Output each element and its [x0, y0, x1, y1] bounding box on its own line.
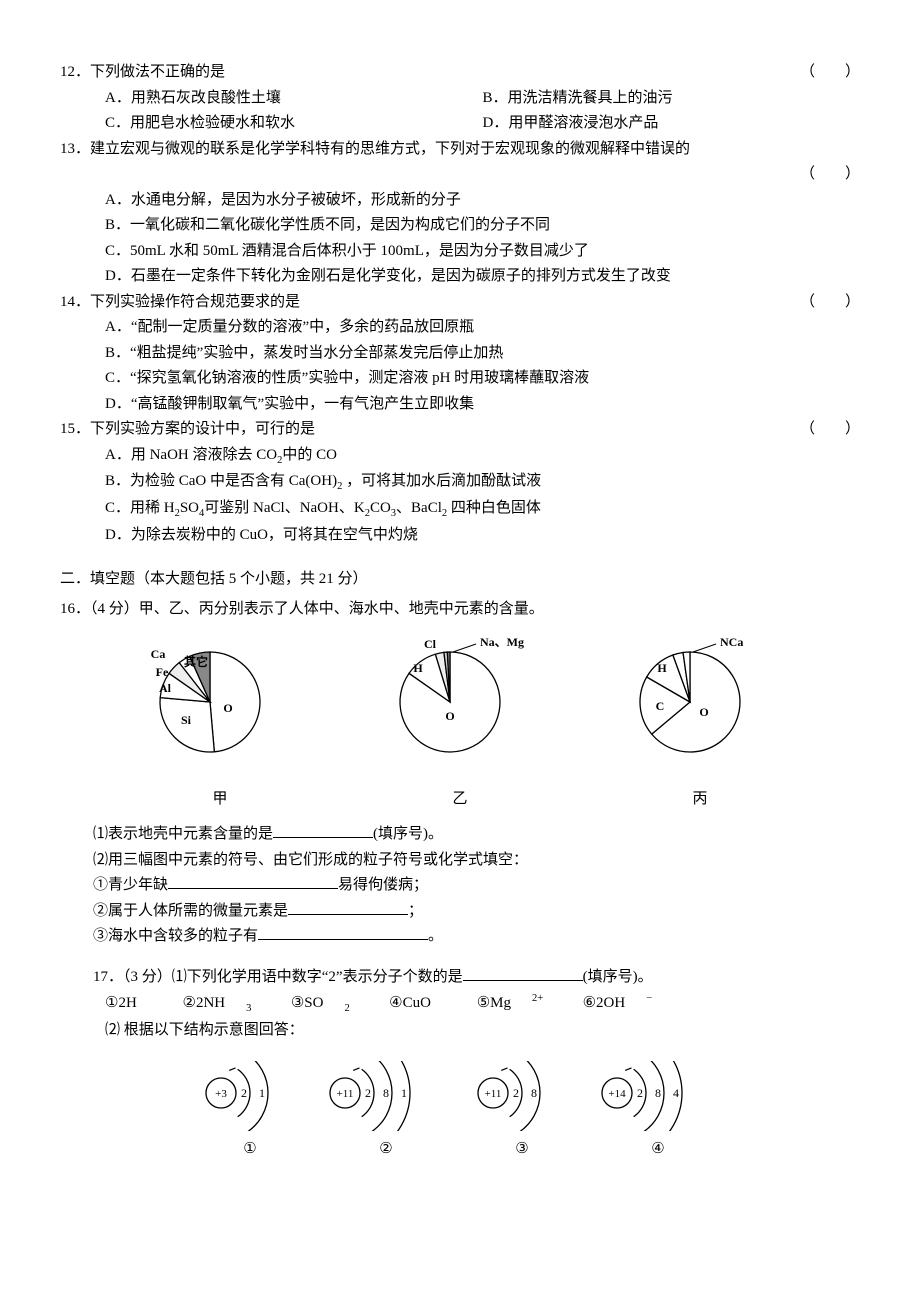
svg-text:+14: +14: [608, 1088, 626, 1100]
q12-optA: A．用熟石灰改良酸性土壤: [105, 86, 483, 112]
svg-text:2: 2: [241, 1086, 247, 1100]
q12-stem: 下列做法不正确的是: [90, 64, 225, 80]
svg-text:+11: +11: [337, 1088, 354, 1100]
svg-text:+11: +11: [485, 1088, 502, 1100]
q16-sub2b: ②属于人体所需的微量元素是；: [60, 899, 860, 925]
q14-paren: （ ）: [800, 290, 860, 316]
atom-number: ③: [473, 1137, 571, 1163]
q14-num: 14．: [60, 294, 90, 310]
svg-text:8: 8: [655, 1086, 661, 1100]
atom-diagram: +11 281 ②: [325, 1061, 447, 1163]
q13-paren: （ ）: [800, 162, 860, 188]
svg-text:1: 1: [401, 1086, 407, 1100]
q15-optA: A．用 NaOH 溶液除去 CO2中的 CO: [60, 443, 860, 470]
svg-text:2: 2: [365, 1086, 371, 1100]
q17-atom-diagrams: +321①+11281②+1128③+14284④: [60, 1061, 860, 1163]
svg-text:Si: Si: [181, 713, 192, 727]
q15-optC: C．用稀 H2SO4可鉴别 NaCl、NaOH、K2CO3、BaCl2 四种白色…: [60, 496, 860, 523]
svg-text:8: 8: [531, 1086, 537, 1100]
q13-stem: 建立宏观与微观的联系是化学学科特有的思维方式，下列对于宏观现象的微观解释中错误的: [90, 141, 690, 157]
pie-chart-yi: Na、Mg O HCl: [380, 636, 540, 781]
q13-optC: C．50mL 水和 50mL 酒精混合后体积小于 100mL，是因为分子数目减少…: [60, 239, 860, 265]
svg-text:H: H: [657, 661, 667, 675]
q12-num: 12．: [60, 64, 90, 80]
q16-sub2: ⑵用三幅图中元素的符号、由它们形成的粒子符号或化学式填空：: [60, 848, 860, 874]
q14-optD: D．“高锰酸钾制取氧气”实验中，一有气泡产生立即收集: [60, 392, 860, 418]
svg-text:O: O: [445, 709, 454, 723]
q13-optA: A．水通电分解，是因为水分子被破坏，形成新的分子: [60, 188, 860, 214]
svg-text:H: H: [413, 661, 423, 675]
atom-number: ①: [201, 1137, 299, 1163]
q15-paren: （ ）: [800, 417, 860, 443]
atom-diagram: +11 28 ③: [473, 1061, 571, 1163]
q16-pies: OSiAlFeCa其它甲 Na、MgOHCl乙 NCaOCH丙: [100, 636, 820, 812]
svg-text:2: 2: [637, 1086, 643, 1100]
q13-optD: D．石墨在一定条件下转化为金刚石是化学变化，是因为碳原子的排列方式发生了改变: [60, 264, 860, 290]
q17-stem: 17．（3 分）⑴下列化学用语中数字“2”表示分子个数的是(填序号)。: [60, 965, 860, 991]
svg-text:Cl: Cl: [424, 637, 437, 651]
svg-text:Al: Al: [159, 681, 172, 695]
q14-optA: A．“配制一定质量分数的溶液”中，多余的药品放回原瓶: [60, 315, 860, 341]
q16-stem: 16．（4 分）甲、乙、丙分别表示了人体中、海水中、地壳中元素的含量。: [60, 597, 860, 623]
svg-text:1: 1: [259, 1086, 265, 1100]
svg-text:Ca: Ca: [151, 647, 166, 661]
svg-text:Na、Mg: Na、Mg: [480, 636, 524, 649]
pie-chart-bing: NCa O C H: [620, 636, 780, 781]
q16-sub1: ⑴表示地壳中元素含量的是(填序号)。: [60, 822, 860, 848]
q17-sub2: ⑵ 根据以下结构示意图回答：: [60, 1018, 860, 1044]
blank[interactable]: [463, 965, 583, 981]
svg-text:O: O: [699, 705, 708, 719]
q13-num: 13．: [60, 141, 90, 157]
pie-chart-jia: O Si Al Fe Ca 其它: [140, 636, 300, 781]
q16-sub2c: ③海水中含较多的粒子有。: [60, 924, 860, 950]
atom-number: ②: [325, 1137, 447, 1163]
pie-label-yi: 乙: [380, 787, 540, 813]
svg-text:+3: +3: [215, 1088, 227, 1100]
q17-options: ①2H ②2NH3 ③SO2 ④CuO ⑤Mg2+ ⑥2OH−: [60, 990, 860, 1018]
q12-paren: （ ）: [800, 60, 860, 86]
atom-diagram: +14 284 ④: [597, 1061, 719, 1163]
blank[interactable]: [258, 924, 428, 940]
q16-sub2a: ①青少年缺易得佝偻病；: [60, 873, 860, 899]
pie-label-jia: 甲: [140, 787, 300, 813]
svg-text:C: C: [656, 699, 665, 713]
section2-title: 二．填空题（本大题包括 5 个小题，共 21 分）: [60, 567, 860, 593]
q15-num: 15．: [60, 421, 90, 437]
q14-optC: C．“探究氢氧化钠溶液的性质”实验中，测定溶液 pH 时用玻璃棒蘸取溶液: [60, 366, 860, 392]
svg-text:8: 8: [383, 1086, 389, 1100]
svg-text:4: 4: [673, 1086, 679, 1100]
atom-diagram: +3 21 ①: [201, 1061, 299, 1163]
q14-optB: B．“粗盐提纯”实验中，蒸发时当水分全部蒸发完后停止加热: [60, 341, 860, 367]
svg-text:其它: 其它: [184, 654, 208, 669]
svg-text:O: O: [223, 701, 232, 715]
q15-optB: B．为检验 CaO 中是否含有 Ca(OH)2 ，可将其加水后滴加酚酞试液: [60, 469, 860, 496]
atom-number: ④: [597, 1137, 719, 1163]
q12-optC: C．用肥皂水检验硬水和软水: [105, 111, 483, 137]
svg-text:Fe: Fe: [156, 665, 169, 679]
blank[interactable]: [168, 873, 338, 889]
svg-text:NCa: NCa: [720, 636, 743, 649]
q12-optD: D．用甲醛溶液浸泡水产品: [483, 111, 861, 137]
q13-optB: B．一氧化碳和二氧化碳化学性质不同，是因为构成它们的分子不同: [60, 213, 860, 239]
pie-label-bing: 丙: [620, 787, 780, 813]
q15-optD: D．为除去炭粉中的 CuO，可将其在空气中灼烧: [60, 523, 860, 549]
q12-optB: B．用洗洁精洗餐具上的油污: [483, 86, 861, 112]
q15-stem: 下列实验方案的设计中，可行的是: [90, 421, 315, 437]
blank[interactable]: [288, 899, 408, 915]
blank[interactable]: [273, 822, 373, 838]
svg-text:2: 2: [513, 1086, 519, 1100]
q14-stem: 下列实验操作符合规范要求的是: [90, 294, 300, 310]
